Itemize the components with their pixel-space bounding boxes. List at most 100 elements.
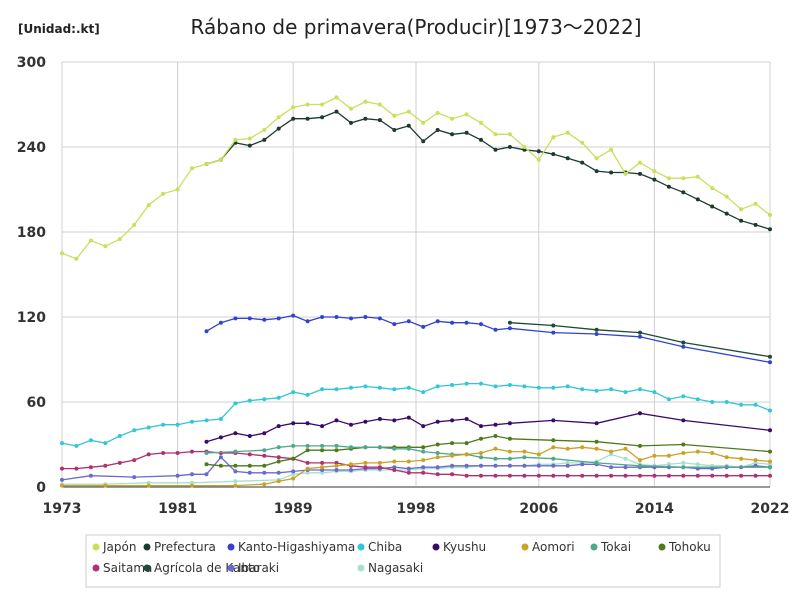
data-point <box>768 449 772 454</box>
data-point <box>638 443 642 448</box>
data-point <box>623 456 628 461</box>
data-point <box>638 160 642 165</box>
data-point <box>276 479 281 484</box>
data-point <box>146 452 151 457</box>
legend-item-tohoku[interactable]: Tohoku <box>658 540 711 554</box>
legend-marker <box>432 543 440 551</box>
legend-label: Chiba <box>368 540 402 554</box>
legend-marker <box>92 564 100 572</box>
legend-label: Japón <box>102 540 136 554</box>
data-point <box>609 387 614 392</box>
legend-box <box>85 534 721 588</box>
data-point <box>652 453 657 458</box>
data-point <box>450 383 455 387</box>
data-point <box>392 446 397 451</box>
x-tick-label: 1998 <box>397 501 436 517</box>
data-point <box>551 463 556 468</box>
data-point <box>218 417 223 421</box>
data-point <box>103 441 108 446</box>
data-point <box>132 428 137 433</box>
data-point <box>522 455 527 460</box>
legend-label: Kanto-Higashiyama <box>238 540 355 554</box>
data-point <box>681 460 686 465</box>
data-point <box>190 480 194 485</box>
legend-item-tokai[interactable]: Tokai <box>590 540 632 554</box>
data-point <box>204 472 209 477</box>
data-point <box>450 418 455 423</box>
data-point <box>305 470 310 475</box>
legend-item-nagasaki[interactable]: Nagasaki <box>357 561 424 575</box>
data-point <box>377 102 382 107</box>
data-point <box>262 397 267 402</box>
series-line-chiba <box>61 382 771 447</box>
data-point <box>710 451 715 455</box>
data-point <box>377 445 382 450</box>
data-point <box>247 316 252 321</box>
data-point <box>247 463 252 468</box>
data-point <box>565 130 570 135</box>
data-point <box>479 451 483 455</box>
data-point <box>377 460 382 465</box>
data-point <box>392 465 397 470</box>
data-point <box>262 317 267 322</box>
legend-label: Nagasaki <box>368 561 423 575</box>
data-point <box>320 315 325 319</box>
legend-item-prefectura[interactable]: Prefectura <box>143 540 216 554</box>
data-point <box>609 147 614 152</box>
data-point <box>204 418 209 423</box>
data-point <box>132 222 137 227</box>
data-point <box>305 443 310 448</box>
data-point <box>594 388 599 393</box>
data-point <box>594 460 599 465</box>
data-point <box>305 448 310 453</box>
legend-item-saitama[interactable]: Saitama <box>92 561 153 575</box>
data-point <box>551 152 556 157</box>
data-point <box>753 402 758 407</box>
x-tick-label: 1989 <box>274 501 313 517</box>
legend-item-ibaraki[interactable]: Ibaraki <box>227 561 280 575</box>
legend-item-chiba[interactable]: Chiba <box>357 540 403 554</box>
data-point <box>334 463 339 468</box>
data-point <box>580 387 585 392</box>
data-point <box>421 449 426 454</box>
legend-item-japon[interactable]: Japón <box>92 540 137 554</box>
data-point <box>580 445 585 450</box>
data-point <box>522 463 527 468</box>
data-point <box>262 448 267 453</box>
data-point <box>88 465 93 470</box>
data-point <box>334 387 339 392</box>
data-point <box>262 128 267 132</box>
data-point <box>551 473 556 478</box>
data-point <box>262 470 267 475</box>
legend-label: Saitama <box>103 561 152 575</box>
legend-item-aomori[interactable]: Aomori <box>521 540 575 554</box>
data-point <box>305 102 310 107</box>
legend-item-kyushu[interactable]: Kyushu <box>432 540 487 554</box>
data-point <box>768 408 772 413</box>
data-point <box>291 390 296 395</box>
series-kanto-higashiyama <box>204 313 772 365</box>
data-point <box>334 460 339 465</box>
data-point <box>739 402 744 407</box>
data-point <box>406 470 411 475</box>
legend-marker <box>143 543 151 551</box>
data-point <box>450 132 455 137</box>
data-point <box>565 473 570 478</box>
data-point <box>406 319 411 324</box>
data-point <box>218 463 223 468</box>
data-point <box>464 441 469 446</box>
data-point <box>594 169 599 174</box>
data-point <box>768 465 772 470</box>
data-point <box>536 157 541 162</box>
data-point <box>247 470 252 475</box>
data-point <box>175 473 180 478</box>
data-point <box>276 115 281 120</box>
data-point <box>190 472 194 477</box>
legend-item-agricola-de-kanto[interactable]: Agrícola de Kanto <box>143 561 261 575</box>
data-point <box>479 137 483 142</box>
data-point <box>507 436 512 441</box>
legend-item-kanto-higashiyama[interactable]: Kanto-Higashiyama <box>227 540 356 554</box>
legend-label: Kyushu <box>443 540 486 554</box>
data-point <box>681 473 686 478</box>
data-point <box>580 473 585 478</box>
